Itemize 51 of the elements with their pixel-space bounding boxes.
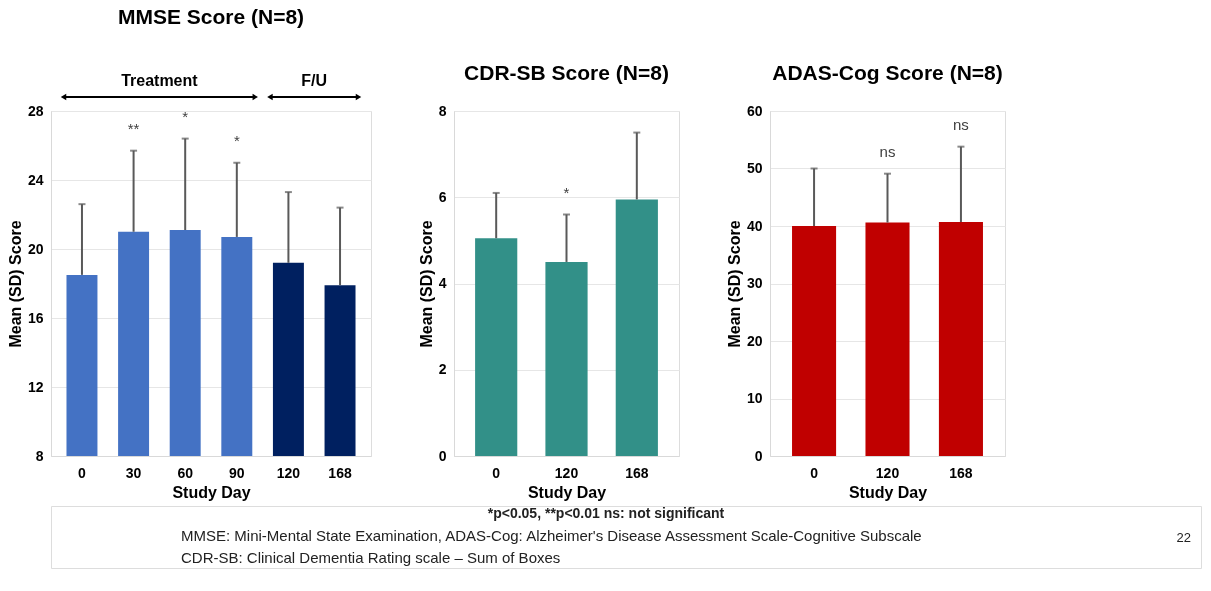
annotation: ns [879, 142, 896, 160]
chart-title: CDR-SB Score (N=8) [464, 61, 669, 84]
annotation: * [563, 183, 570, 201]
x-axis-title: Study Day [527, 483, 607, 501]
y-tick-label: 8 [35, 447, 44, 464]
y-axis-title: Mean (SD) Score [417, 220, 435, 348]
annotation: ** [127, 119, 140, 137]
x-axis-title: Study Day [172, 483, 251, 501]
y-tick-label: 10 [746, 390, 763, 406]
x-tick-label: 60 [177, 464, 194, 481]
x-tick-label: 90 [229, 464, 245, 481]
y-tick-label: 60 [746, 102, 763, 119]
y-tick-label: 28 [27, 102, 44, 119]
x-tick-label: 0 [492, 464, 501, 481]
text: *p<0.05, **p<0.01 ns: not significant [487, 505, 725, 521]
y-tick-label: 0 [754, 447, 763, 464]
x-tick-label: 0 [810, 464, 819, 481]
annotation: ns [953, 115, 969, 133]
y-tick-label: 20 [27, 240, 44, 257]
text: MMSE: Mini-Mental State Examination, ADAS-Cog: Alzheimer's Disease Assessment Scale-Cognitive Subscale [181, 527, 922, 544]
y-tick-label: 40 [746, 217, 763, 234]
x-tick-label: 0 [78, 464, 87, 481]
annotation: * [182, 107, 189, 125]
y-axis-title: Mean (SD) Score [725, 220, 743, 348]
text: 22 [1176, 530, 1191, 545]
x-tick-label: 168 [328, 464, 352, 481]
x-axis-title: Study Day [848, 483, 928, 501]
y-tick-label: 12 [27, 378, 44, 395]
y-tick-label: 8 [438, 102, 447, 119]
y-tick-label: 30 [746, 275, 763, 291]
text: Treatment [121, 72, 199, 89]
x-tick-label: 30 [125, 464, 142, 481]
text: CDR-SB: Clinical Dementia Rating scale – Sum of Boxes [181, 549, 561, 566]
y-tick-label: 50 [746, 160, 763, 176]
y-tick-label: 16 [27, 309, 44, 326]
x-tick-label: 120 [875, 464, 900, 481]
x-tick-label: 168 [625, 464, 649, 481]
y-tick-label: 4 [438, 275, 447, 291]
y-tick-label: 0 [438, 447, 447, 464]
annotation: * [233, 131, 240, 149]
y-axis-title: Mean (SD) Score [6, 220, 24, 348]
chart-title: ADAS-Cog Score (N=8) [772, 61, 1003, 84]
x-tick-label: 120 [276, 464, 301, 481]
text: F/U [301, 72, 328, 89]
x-tick-label: 168 [949, 464, 973, 481]
x-tick-label: 120 [554, 464, 579, 481]
y-tick-label: 20 [746, 332, 763, 349]
y-tick-label: 24 [27, 171, 44, 188]
chart-title: MMSE Score (N=8) [117, 5, 305, 28]
y-tick-label: 6 [438, 188, 447, 205]
y-tick-label: 2 [438, 361, 447, 378]
